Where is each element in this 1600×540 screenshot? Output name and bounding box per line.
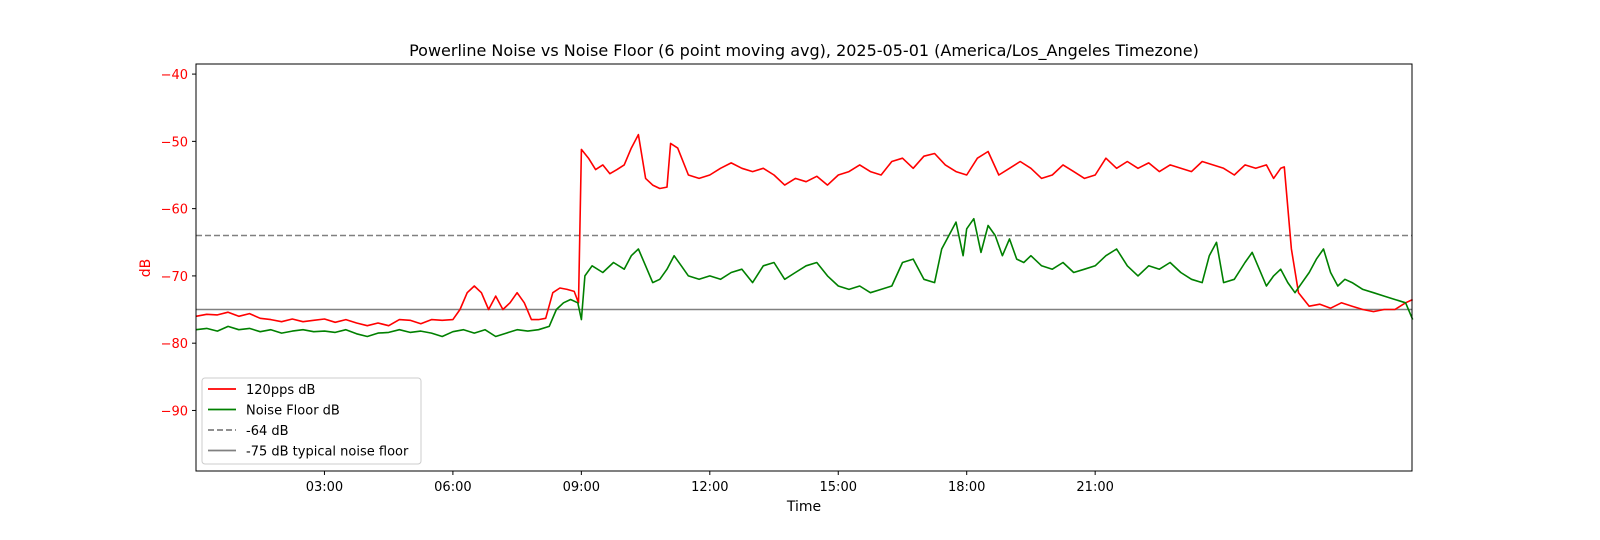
chart-title: Powerline Noise vs Noise Floor (6 point … [409, 41, 1199, 61]
y-axis-ticks: −40 −50 −60 −70 −80 −90 [161, 68, 196, 419]
x-tick-label: 21:00 [1076, 480, 1113, 495]
series-line-2 [195, 217, 1414, 338]
legend-label: -64 dB [246, 424, 289, 439]
legend-box [201, 377, 422, 465]
y-tick-label: −50 [161, 135, 188, 150]
x-tick-label: 03:00 [306, 480, 343, 495]
legend-label: -75 dB typical noise floor [246, 445, 409, 460]
y-tick-label: −90 [161, 404, 188, 419]
x-tick-label: 06:00 [434, 480, 471, 495]
legend: 120pps dB Noise Floor dB -64 dB -75 dB typi… [201, 377, 422, 465]
plot-frame [195, 63, 1413, 472]
reference-lines [196, 234, 1412, 311]
y-tick-label: −80 [161, 337, 188, 352]
y-tick-label: −60 [161, 203, 188, 218]
x-axis-ticks: 03:00 06:00 09:00 12:00 15:00 18:00 21:00 [306, 471, 1114, 495]
y-tick-label: −70 [161, 270, 188, 285]
legend-label: Noise Floor dB [246, 404, 340, 419]
x-axis-label: Time [786, 499, 821, 515]
x-tick-label: 12:00 [691, 480, 728, 495]
x-tick-label: 09:00 [563, 480, 600, 495]
x-tick-label: 18:00 [948, 480, 985, 495]
y-axis-label: dB [138, 259, 154, 278]
y-tick-label: −40 [161, 68, 188, 83]
series-line-1 [195, 133, 1414, 327]
x-tick-label: 15:00 [820, 480, 857, 495]
series-lines [195, 133, 1414, 338]
legend-label: 120pps dB [246, 383, 315, 398]
